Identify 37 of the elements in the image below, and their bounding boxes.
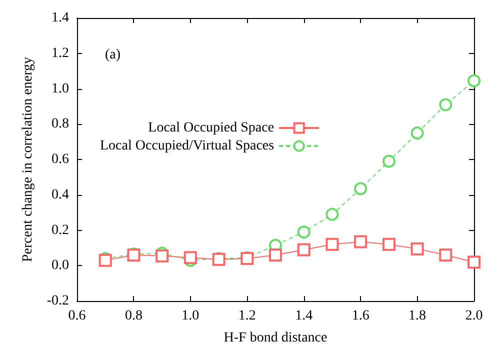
point	[297, 243, 310, 256]
y-tick-label: 0.2	[52, 222, 69, 238]
point	[297, 226, 310, 239]
y-tick-label: 1.2	[52, 46, 69, 61]
point	[326, 238, 339, 251]
y-tick-label: 0.8	[52, 116, 69, 132]
legend-label: Local Occupied/Virtual Spaces	[100, 138, 274, 154]
y-tick-label: -0.2	[46, 294, 69, 308]
x-tick-label: 1.0	[182, 308, 200, 324]
x-tick-label: 1.6	[352, 308, 370, 324]
point	[269, 248, 282, 262]
x-tick-label: 1.2	[238, 308, 256, 324]
point	[468, 74, 480, 88]
point	[468, 256, 480, 269]
x-tick-label: 1.8	[408, 308, 426, 324]
x-tick-label: 2.0	[465, 308, 483, 324]
x-tick-label: 0.8	[124, 308, 142, 324]
point	[439, 98, 452, 112]
x-tick-label: 1.4	[295, 308, 313, 324]
annotation: (a)	[105, 48, 121, 62]
y-tick-label: 0.6	[52, 152, 69, 167]
point	[382, 154, 396, 168]
point	[326, 208, 339, 221]
point	[382, 238, 396, 251]
y-tick-label: 0.0	[52, 258, 69, 274]
y-tick-label: 1.0	[52, 81, 69, 96]
x-axis-title: H-F bond distance	[224, 330, 328, 346]
point	[354, 235, 368, 248]
y-tick-label: 0.4	[52, 187, 69, 202]
y-tick-label: 1.4	[52, 10, 69, 26]
legend-label: Local Occupied Space	[148, 120, 274, 136]
point	[439, 248, 452, 262]
point	[410, 242, 424, 256]
point	[410, 126, 424, 140]
point	[354, 182, 368, 196]
y-axis-title: Percent change in correlation energy	[20, 57, 36, 262]
x-tick-label: 0.6	[68, 308, 86, 324]
